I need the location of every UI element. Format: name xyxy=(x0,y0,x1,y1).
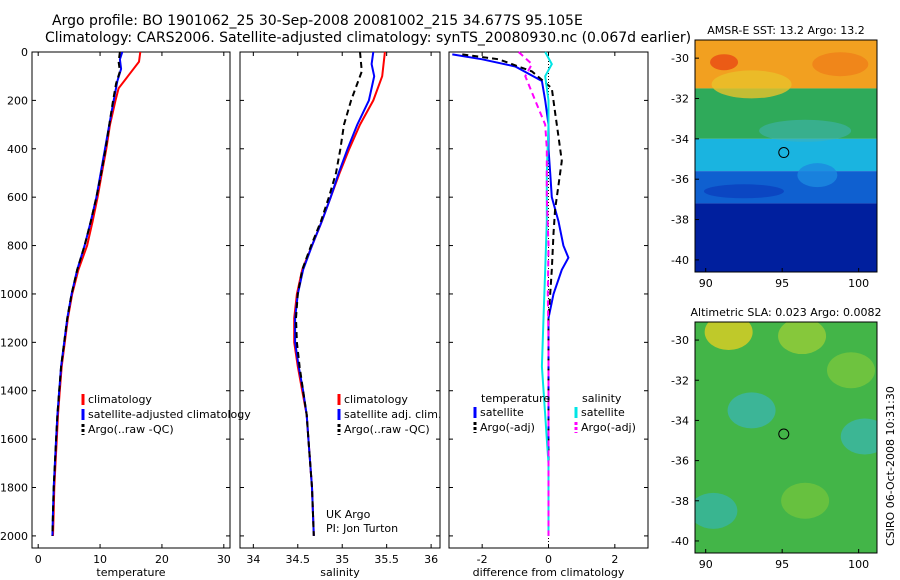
map1-xtick-label: 95 xyxy=(775,277,789,290)
panel2-xtick-label: 36 xyxy=(424,553,438,566)
depth-tick-label: 800 xyxy=(7,240,28,253)
map1-blob xyxy=(703,184,784,199)
panel1-xtick-label: 30 xyxy=(217,553,231,566)
panel3-xlabel: difference from climatology xyxy=(473,566,625,579)
map2-xtick-label: 90 xyxy=(699,558,713,571)
panel2-frame xyxy=(239,51,441,549)
depth-tick-label: 1200 xyxy=(0,336,28,349)
panel3-xtick-label: -2 xyxy=(477,553,488,566)
timestamp-label: CSIRO 06-Oct-2008 10:31:30 xyxy=(884,386,897,546)
panel1-xlabel: temperature xyxy=(96,566,165,579)
panel1-series-argo-raw-qc- xyxy=(51,51,121,536)
panel2-series-argo-raw-qc- xyxy=(294,51,363,536)
map2-frame xyxy=(694,321,878,554)
annotation-pi: PI: Jon Turton xyxy=(326,522,398,535)
map2-ytick-label: -36 xyxy=(671,455,689,468)
map1-blob xyxy=(711,70,792,99)
figure-title-line2: Climatology: CARS2006. Satellite-adjuste… xyxy=(45,30,692,46)
map2-ytick-label: -34 xyxy=(671,414,689,427)
legend3-temperature-title: temperature xyxy=(481,392,550,405)
panel1-xtick-label: 0 xyxy=(35,553,42,566)
panel1-xtick-label: 10 xyxy=(93,553,107,566)
panel2-series-satellite-adj-clim- xyxy=(294,51,376,536)
map1-float-marker xyxy=(778,147,790,159)
map1-title: AMSR-E SST: 13.2 Argo: 13.2 xyxy=(707,24,865,37)
map2-patch xyxy=(704,322,753,351)
map1-ytick-label: -30 xyxy=(671,52,689,65)
depth-tick-label: 1000 xyxy=(0,288,28,301)
map2-patch xyxy=(840,418,877,455)
annotation-uk-argo: UK Argo xyxy=(326,508,371,521)
map2-ytick-label: -38 xyxy=(671,495,689,508)
map1-ytick-label: -32 xyxy=(671,93,689,106)
map1-blob xyxy=(812,52,869,77)
map2-field xyxy=(695,322,877,553)
panel3-series-salinity-satellite xyxy=(540,51,553,536)
panel2-xtick-label: 34.5 xyxy=(286,553,311,566)
map1-band xyxy=(695,203,877,272)
map2-float-marker xyxy=(778,428,790,440)
map1-xtick-label: 90 xyxy=(699,277,713,290)
legend3-sal-satellite: satellite xyxy=(581,406,625,419)
legend1-satellite: satellite-adjusted climatology xyxy=(88,408,251,421)
map2-xtick-label: 100 xyxy=(848,558,869,571)
map2-ytick-label: -40 xyxy=(671,535,689,548)
legend2-satellite: satellite adj. clim. xyxy=(344,408,441,421)
legend3-temp-argo: Argo(-adj) xyxy=(480,421,535,434)
figure-title-line1: Argo profile: BO 1901062_25 30-Sep-2008 … xyxy=(52,13,583,29)
depth-tick-label: 1600 xyxy=(0,433,28,446)
map1-blob xyxy=(710,54,739,71)
map1-xtick-label: 100 xyxy=(848,277,869,290)
legend1-climatology: climatology xyxy=(88,393,152,406)
map1-band xyxy=(695,138,877,172)
map1-ytick-label: -38 xyxy=(671,214,689,227)
depth-tick-label: 400 xyxy=(7,143,28,156)
depth-tick-label: 1400 xyxy=(0,385,28,398)
map1-ytick-label: -40 xyxy=(671,254,689,267)
map2-ytick-label: -32 xyxy=(671,374,689,387)
depth-tick-label: 600 xyxy=(7,191,28,204)
map1-blob xyxy=(759,119,852,142)
legend3-temp-satellite: satellite xyxy=(480,406,524,419)
map1-frame xyxy=(694,39,878,273)
panel2-xlabel: salinity xyxy=(320,566,360,579)
panel1-frame xyxy=(31,51,231,549)
map1-field xyxy=(695,40,877,272)
panel2-xtick-label: 35 xyxy=(335,553,349,566)
panel1-xtick-label: 20 xyxy=(155,553,169,566)
legend3-salinity-title: salinity xyxy=(582,392,622,405)
map1-blob xyxy=(797,163,838,188)
depth-tick-label: 2000 xyxy=(0,530,28,543)
panel3-xtick-label: 2 xyxy=(611,553,618,566)
legend1-argo: Argo(..raw -QC) xyxy=(88,423,174,436)
map1-ytick-label: -34 xyxy=(671,133,689,146)
map1-ytick-label: -36 xyxy=(671,173,689,186)
map2-xtick-label: 95 xyxy=(775,558,789,571)
panel2-xtick-label: 35.5 xyxy=(374,553,399,566)
depth-tick-label: 0 xyxy=(21,46,28,59)
panel3-series-salinity-argo-adj- xyxy=(517,51,550,536)
map2-title: Altimetric SLA: 0.023 Argo: 0.0082 xyxy=(690,306,881,319)
panel3-series-temperature-satellite xyxy=(452,53,570,536)
map2-ytick-label: -30 xyxy=(671,334,689,347)
map2-patch xyxy=(781,482,830,519)
depth-tick-label: 1800 xyxy=(0,482,28,495)
map2-patch xyxy=(778,322,827,355)
depth-tick-label: 200 xyxy=(7,94,28,107)
map2-patch xyxy=(695,492,738,529)
map2-patch xyxy=(827,352,875,389)
panel3-xtick-label: 0 xyxy=(545,553,552,566)
legend2-climatology: climatology xyxy=(344,393,408,406)
map2-patch xyxy=(727,392,776,429)
legend2-argo: Argo(..raw -QC) xyxy=(344,423,430,436)
legend3-sal-argo: Argo(-adj) xyxy=(581,421,636,434)
panel2-xtick-label: 34 xyxy=(246,553,260,566)
